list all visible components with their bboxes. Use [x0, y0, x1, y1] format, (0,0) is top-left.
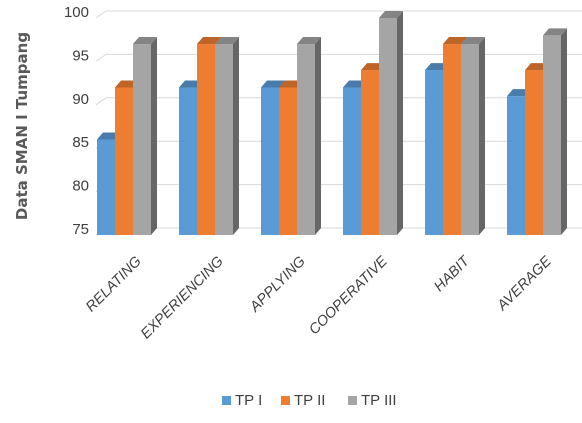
bar-front	[543, 35, 561, 235]
y-tick-label: 100	[64, 4, 89, 21]
gridline-depth	[95, 97, 107, 106]
bar-front	[361, 70, 379, 235]
bar	[215, 37, 239, 235]
bar-front	[261, 87, 279, 235]
legend-swatch	[222, 396, 231, 405]
legend-item: TP III	[348, 392, 397, 409]
bar-front	[97, 139, 115, 235]
bar-front	[297, 44, 315, 235]
bar	[379, 11, 403, 235]
bar-front	[379, 18, 397, 235]
bar-front	[179, 87, 197, 235]
bar-top	[379, 11, 403, 18]
bar-front	[443, 44, 461, 235]
legend-swatch	[348, 396, 357, 405]
gridline-depth	[95, 10, 107, 19]
bar-front	[133, 44, 151, 235]
bar	[133, 37, 157, 235]
bar-side	[479, 37, 485, 235]
legend-swatch	[281, 396, 290, 405]
y-tick-labels: 75 80 85 90 95 100	[64, 4, 89, 238]
bar-front	[425, 70, 443, 235]
bar-front	[215, 44, 233, 235]
legend-item: TP I	[222, 392, 262, 409]
bar-front	[461, 44, 479, 235]
category-label: AVERAGE	[494, 253, 555, 314]
y-axis-label: Data SMAN I Tumpang	[13, 32, 31, 220]
bar-top	[461, 37, 485, 45]
category-label: COOPERATIVE	[306, 253, 391, 338]
y-tick-label: 90	[72, 91, 89, 108]
y-tick-label: 80	[72, 178, 89, 195]
y-tick-label: 75	[72, 221, 89, 238]
bar-front	[197, 44, 215, 235]
bar-side	[233, 37, 239, 235]
category-label: HABIT	[431, 253, 473, 295]
bar-top	[543, 28, 567, 36]
bar-top	[443, 37, 467, 45]
bar-front	[343, 87, 361, 235]
y-tick-label: 85	[72, 134, 89, 151]
bar-front	[525, 70, 543, 235]
bar-top	[197, 37, 221, 45]
legend-label: TP II	[294, 392, 325, 409]
bars	[97, 11, 567, 236]
bar-side	[397, 11, 403, 235]
y-tick-label: 95	[72, 47, 89, 64]
bar-side	[151, 37, 157, 235]
bar-side	[561, 28, 567, 235]
category-label: APPLYING	[246, 254, 308, 316]
gridline-depth	[95, 53, 107, 62]
bar-top	[133, 37, 157, 45]
bar-top	[215, 37, 239, 45]
bar-front	[279, 87, 297, 235]
bar	[461, 37, 485, 235]
bar-front	[115, 87, 133, 235]
bar-side	[315, 37, 321, 235]
legend-label: TP III	[361, 392, 397, 409]
legend-item: TP II	[281, 392, 325, 409]
legend-label: TP I	[235, 392, 262, 409]
legend: TP I TP II TP III	[222, 392, 397, 409]
category-label: EXPERIENCING	[138, 254, 227, 343]
bar-top	[297, 37, 321, 45]
bar	[543, 28, 567, 235]
category-label: RELATING	[83, 254, 145, 316]
bar	[297, 37, 321, 235]
bar-top	[261, 80, 285, 88]
bar-front	[507, 96, 525, 236]
